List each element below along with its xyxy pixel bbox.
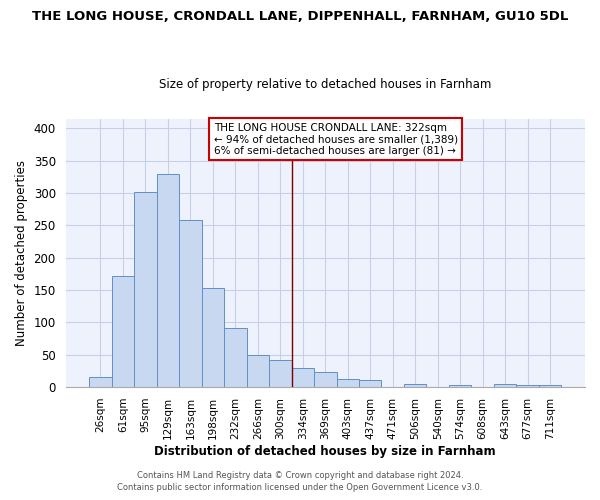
Text: THE LONG HOUSE CRONDALL LANE: 322sqm
← 94% of detached houses are smaller (1,389: THE LONG HOUSE CRONDALL LANE: 322sqm ← 9…	[214, 122, 458, 156]
Bar	[539, 384, 562, 387]
Bar	[202, 288, 224, 387]
Bar	[269, 360, 292, 387]
X-axis label: Distribution of detached houses by size in Farnham: Distribution of detached houses by size …	[154, 444, 496, 458]
Bar	[517, 385, 539, 387]
Bar	[89, 378, 112, 387]
Bar	[449, 384, 472, 387]
Bar	[112, 276, 134, 387]
Bar	[224, 328, 247, 387]
Bar	[404, 384, 427, 387]
Bar	[247, 354, 269, 387]
Bar	[292, 368, 314, 387]
Text: THE LONG HOUSE, CRONDALL LANE, DIPPENHALL, FARNHAM, GU10 5DL: THE LONG HOUSE, CRONDALL LANE, DIPPENHAL…	[32, 10, 568, 23]
Bar	[157, 174, 179, 387]
Bar	[179, 220, 202, 387]
Bar	[494, 384, 517, 387]
Y-axis label: Number of detached properties: Number of detached properties	[15, 160, 28, 346]
Bar	[359, 380, 382, 387]
Text: Contains HM Land Registry data © Crown copyright and database right 2024.
Contai: Contains HM Land Registry data © Crown c…	[118, 471, 482, 492]
Bar	[314, 372, 337, 387]
Bar	[337, 378, 359, 387]
Bar	[134, 192, 157, 387]
Title: Size of property relative to detached houses in Farnham: Size of property relative to detached ho…	[159, 78, 491, 91]
